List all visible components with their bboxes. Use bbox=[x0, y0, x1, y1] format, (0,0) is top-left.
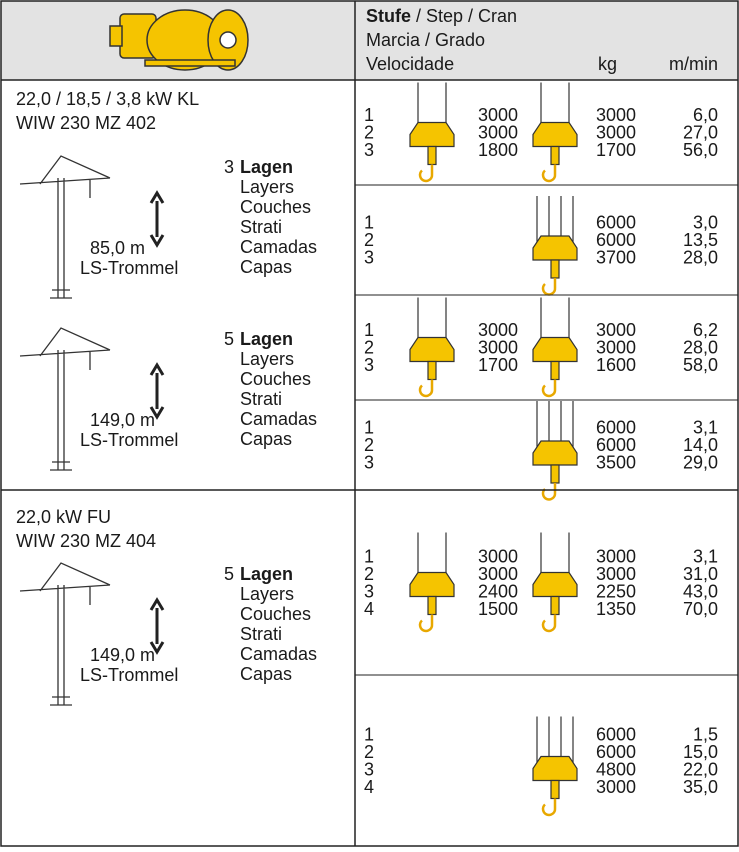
header-stufe: Stufe bbox=[366, 6, 411, 26]
header-speed: m/min bbox=[669, 54, 718, 74]
cell-text: Couches bbox=[240, 197, 311, 217]
hook bbox=[543, 615, 555, 631]
shank bbox=[428, 597, 436, 615]
cell-text: 29,0 bbox=[683, 453, 718, 473]
block bbox=[533, 236, 577, 260]
hook bbox=[420, 615, 432, 631]
cell-text: Lagen bbox=[240, 564, 293, 584]
cell-text: Couches bbox=[240, 369, 311, 389]
header-kg: kg bbox=[598, 54, 617, 74]
cell-text: 1350 bbox=[596, 599, 636, 619]
cell-text: 70,0 bbox=[683, 599, 718, 619]
hook-icon bbox=[533, 83, 577, 181]
cell-text: 149,0 m bbox=[90, 645, 155, 665]
cell-text: Layers bbox=[240, 584, 294, 604]
cell-text: Camadas bbox=[240, 644, 317, 664]
hook bbox=[543, 483, 555, 499]
cell-text: LS-Trommel bbox=[80, 258, 178, 278]
cell-text: 1700 bbox=[478, 355, 518, 375]
cell-text: 1800 bbox=[478, 140, 518, 160]
cell-text: 3 bbox=[364, 248, 374, 268]
cell-text: Camadas bbox=[240, 409, 317, 429]
hook-icon bbox=[410, 83, 454, 181]
cell-text: 85,0 m bbox=[90, 238, 145, 258]
cell-text: Capas bbox=[240, 257, 292, 277]
cell-text: 3 bbox=[364, 355, 374, 375]
cell-text: 5 bbox=[224, 564, 234, 584]
cell-text: 56,0 bbox=[683, 140, 718, 160]
block bbox=[410, 573, 454, 597]
hook bbox=[543, 799, 555, 815]
shank bbox=[428, 362, 436, 380]
block bbox=[410, 123, 454, 147]
shank bbox=[551, 147, 559, 165]
cell-text: 3700 bbox=[596, 248, 636, 268]
shank bbox=[551, 260, 559, 278]
cell-text: Strati bbox=[240, 217, 282, 237]
hook-icon bbox=[410, 533, 454, 631]
hook-icon bbox=[533, 196, 577, 294]
hook-icon bbox=[533, 298, 577, 396]
cell-text: Lagen bbox=[240, 157, 293, 177]
cell-text: Capas bbox=[240, 429, 292, 449]
cell-text: WIW 230 MZ 404 bbox=[16, 531, 156, 551]
cell-text: LS-Trommel bbox=[80, 430, 178, 450]
spec-table: Stufe / Step / Cran Marcia / Grado Veloc… bbox=[0, 0, 739, 847]
cell-text: 3500 bbox=[596, 453, 636, 473]
cell-text: Strati bbox=[240, 624, 282, 644]
cell-text: 5 bbox=[224, 329, 234, 349]
block bbox=[533, 441, 577, 465]
hook-icon bbox=[410, 298, 454, 396]
hook-icon bbox=[533, 717, 577, 815]
shank bbox=[551, 781, 559, 799]
cell-text: 4 bbox=[364, 777, 374, 797]
shank bbox=[428, 147, 436, 165]
cell-text: 1600 bbox=[596, 355, 636, 375]
cell-text: 58,0 bbox=[683, 355, 718, 375]
cell-text: Capas bbox=[240, 664, 292, 684]
hook-icon bbox=[533, 533, 577, 631]
cell-text: WIW 230 MZ 402 bbox=[16, 113, 156, 133]
header-text: Stufe / Step / Cran bbox=[366, 6, 517, 26]
cell-text: Layers bbox=[240, 177, 294, 197]
cell-text: 22,0 / 18,5 / 3,8 kW KL bbox=[16, 89, 199, 109]
hook bbox=[543, 380, 555, 396]
cell-text: 1500 bbox=[478, 599, 518, 619]
header-line: Velocidade bbox=[366, 54, 454, 74]
cell-text: 3 bbox=[364, 453, 374, 473]
block bbox=[533, 757, 577, 781]
cell-text: 28,0 bbox=[683, 248, 718, 268]
hook bbox=[420, 380, 432, 396]
cell-text: Couches bbox=[240, 604, 311, 624]
cell-text: 4 bbox=[364, 599, 374, 619]
cell-text: 22,0 kW FU bbox=[16, 507, 111, 527]
cell-text: 3 bbox=[364, 140, 374, 160]
cell-text: Lagen bbox=[240, 329, 293, 349]
hook bbox=[543, 165, 555, 181]
cell-text: Camadas bbox=[240, 237, 317, 257]
cell-text: LS-Trommel bbox=[80, 665, 178, 685]
header-step: / Step / Cran bbox=[416, 6, 517, 26]
height-arrow bbox=[151, 193, 163, 245]
height-arrow bbox=[151, 600, 163, 652]
hook bbox=[543, 278, 555, 294]
shank bbox=[551, 465, 559, 483]
cell-text: 3000 bbox=[596, 777, 636, 797]
block bbox=[533, 123, 577, 147]
height-arrow bbox=[151, 365, 163, 417]
hook bbox=[420, 165, 432, 181]
cell-text: 1700 bbox=[596, 140, 636, 160]
block bbox=[533, 338, 577, 362]
block bbox=[410, 338, 454, 362]
cell-text: 35,0 bbox=[683, 777, 718, 797]
cell-text: 3 bbox=[224, 157, 234, 177]
shank bbox=[551, 362, 559, 380]
header-line: Marcia / Grado bbox=[366, 30, 485, 50]
cell-text: Layers bbox=[240, 349, 294, 369]
cell-text: 149,0 m bbox=[90, 410, 155, 430]
cell-text: Strati bbox=[240, 389, 282, 409]
block bbox=[533, 573, 577, 597]
hook-icon bbox=[533, 401, 577, 499]
shank bbox=[551, 597, 559, 615]
